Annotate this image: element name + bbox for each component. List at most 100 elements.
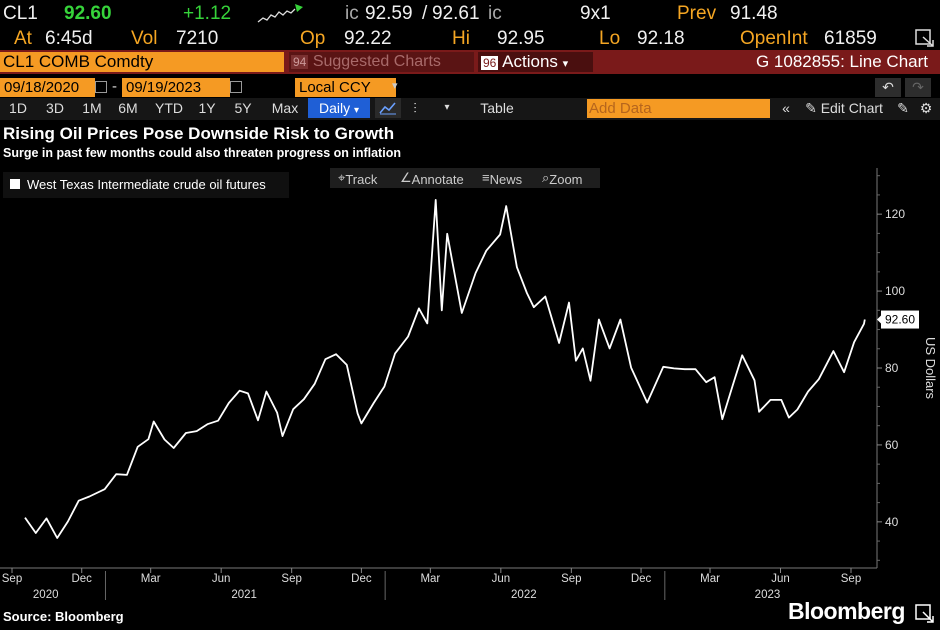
year-label-2: 2022 — [511, 589, 537, 601]
y-tick-label-40: 40 — [885, 515, 899, 529]
x-tick-label-10: Mar — [700, 573, 720, 585]
calendar-icon[interactable] — [95, 81, 107, 93]
undo-icon[interactable]: ↶ — [875, 78, 901, 97]
edit-chart-button[interactable]: ✎ Edit Chart — [800, 98, 888, 118]
high-value: 92.95 — [497, 28, 545, 49]
x-tick-label-2: Mar — [141, 573, 161, 585]
chevron-down-icon: ▾ — [562, 58, 569, 70]
currency-field[interactable]: Local CCY — [295, 78, 396, 97]
source-note: Source: Bloomberg — [3, 609, 124, 624]
chart-subtitle: Surge in past few months could also thre… — [3, 146, 401, 160]
year-label-1: 2021 — [231, 589, 257, 601]
actions-number: 96 — [481, 56, 499, 70]
at-label: At — [14, 28, 32, 49]
suggested-charts-button[interactable]: 94 Suggested Charts — [289, 52, 474, 72]
security-name: CL1 COMB Comdty — [3, 52, 154, 71]
period-ytd[interactable]: YTD — [155, 100, 183, 116]
gear-icon[interactable]: ⚙ — [919, 100, 933, 116]
calendar-icon-2[interactable] — [230, 81, 242, 93]
line-chart-icon[interactable] — [375, 98, 401, 118]
chart-tools: ⌖ Track ∠ Annotate ≡ News ⌕ Zoom — [330, 168, 600, 188]
chart-title: Rising Oil Prices Pose Downside Risk to … — [3, 124, 395, 143]
open-label: Op — [300, 28, 326, 49]
pencil-icon-2[interactable]: ✎ — [897, 100, 909, 116]
zoom-tool[interactable]: ⌕ Zoom — [542, 170, 583, 187]
zoom-label: Zoom — [549, 172, 583, 187]
add-data-placeholder: Add Data — [589, 100, 652, 117]
start-date-field[interactable]: 09/18/2020 — [0, 78, 95, 97]
prev-label: Prev — [677, 3, 717, 24]
annotate-tool[interactable]: ∠ Annotate — [400, 170, 464, 187]
period-3d[interactable]: 3D — [46, 100, 64, 116]
sparkline-icon — [257, 4, 303, 23]
edit-chart-label: Edit Chart — [820, 100, 883, 116]
date-range-row: 09/18/2020 - 09/19/2023 Local CCY ▾ ↶ ↷ — [0, 78, 940, 98]
track-tool[interactable]: ⌖ Track — [338, 170, 378, 187]
chevron-down-icon-2[interactable]: ▾ — [392, 80, 398, 92]
ask-suffix: ic — [488, 3, 502, 24]
table-label: Table — [480, 100, 514, 116]
date-dash: - — [112, 78, 117, 95]
export-icon[interactable] — [914, 28, 936, 48]
chart-toolbar: 1D 3D 1M 6M YTD 1Y 5Y Max Daily ▾ ⫶ ▾ Table Add… — [0, 98, 940, 120]
period-6m[interactable]: 6M — [118, 100, 138, 116]
bid-ask-size: 9x1 — [580, 3, 611, 24]
last-value-pointer — [877, 315, 881, 324]
low-value: 92.18 — [637, 28, 685, 49]
start-date: 09/18/2020 — [4, 79, 80, 96]
actions-button[interactable]: 96 Actions ▾ — [478, 52, 593, 72]
news-label: News — [489, 172, 523, 187]
year-label-3: 2023 — [755, 589, 781, 601]
suggested-label: Suggested Charts — [312, 53, 441, 70]
frequency-label: Daily — [318, 100, 351, 116]
period-1d[interactable]: 1D — [9, 100, 27, 116]
chevron-left-icon[interactable]: « — [782, 100, 790, 116]
end-date-field[interactable]: 09/19/2023 — [122, 78, 230, 97]
ticker[interactable]: CL1 — [3, 3, 38, 24]
bid-price: 92.59 — [365, 3, 413, 24]
chevron-down-icon-4[interactable]: ▾ — [444, 102, 450, 113]
y-tick-label-100: 100 — [885, 284, 905, 298]
y-tick-label-80: 80 — [885, 361, 899, 375]
legend-swatch — [10, 179, 20, 189]
end-date: 09/19/2023 — [126, 79, 202, 96]
bid-ask-separator: / — [422, 3, 428, 24]
chart-id: G 1082855: Line Chart — [755, 52, 928, 71]
open-interest-label: OpenInt — [740, 28, 808, 49]
year-label-0: 2020 — [33, 589, 59, 601]
currency-value: Local CCY — [299, 79, 371, 96]
x-tick-label-0: Sep — [2, 573, 22, 585]
x-tick-label-5: Dec — [351, 573, 372, 585]
period-1m[interactable]: 1M — [82, 100, 102, 116]
redo-icon[interactable]: ↷ — [905, 78, 931, 97]
candlestick-icon[interactable]: ⫶ — [413, 100, 417, 116]
x-tick-label-3: Jun — [212, 573, 231, 585]
period-1y[interactable]: 1Y — [198, 100, 216, 116]
annotate-label: Annotate — [411, 172, 464, 187]
ask-price: 92.61 — [432, 3, 480, 24]
table-button[interactable]: Table — [462, 98, 532, 118]
period-max[interactable]: Max — [271, 100, 299, 116]
bid-label: ic — [345, 3, 359, 24]
x-tick-label-12: Sep — [841, 573, 861, 585]
export-icon-2[interactable] — [914, 603, 936, 625]
vol-label: Vol — [131, 28, 158, 49]
high-label: Hi — [452, 28, 470, 49]
frequency-select[interactable]: Daily ▾ — [308, 98, 370, 118]
legend: West Texas Intermediate crude oil future… — [3, 172, 289, 198]
price-change: +1.12 — [183, 3, 232, 24]
low-label: Lo — [599, 28, 621, 49]
y-tick-label-120: 120 — [885, 207, 905, 221]
actions-label: Actions — [502, 52, 558, 71]
bloomberg-logo-icon: Bloomberg — [788, 598, 905, 624]
last-value-label: 92.60 — [885, 313, 915, 327]
pencil-icon: ✎ — [805, 100, 817, 116]
news-tool[interactable]: ≡ News — [482, 170, 523, 187]
vol-value: 7210 — [176, 28, 219, 49]
add-data-field[interactable]: Add Data — [587, 99, 770, 118]
last-price: 92.60 — [64, 3, 112, 24]
security-field[interactable]: CL1 COMB Comdty — [0, 52, 284, 72]
x-tick-label-1: Dec — [71, 573, 92, 585]
x-tick-label-6: Mar — [420, 573, 440, 585]
period-5y[interactable]: 5Y — [234, 100, 252, 116]
